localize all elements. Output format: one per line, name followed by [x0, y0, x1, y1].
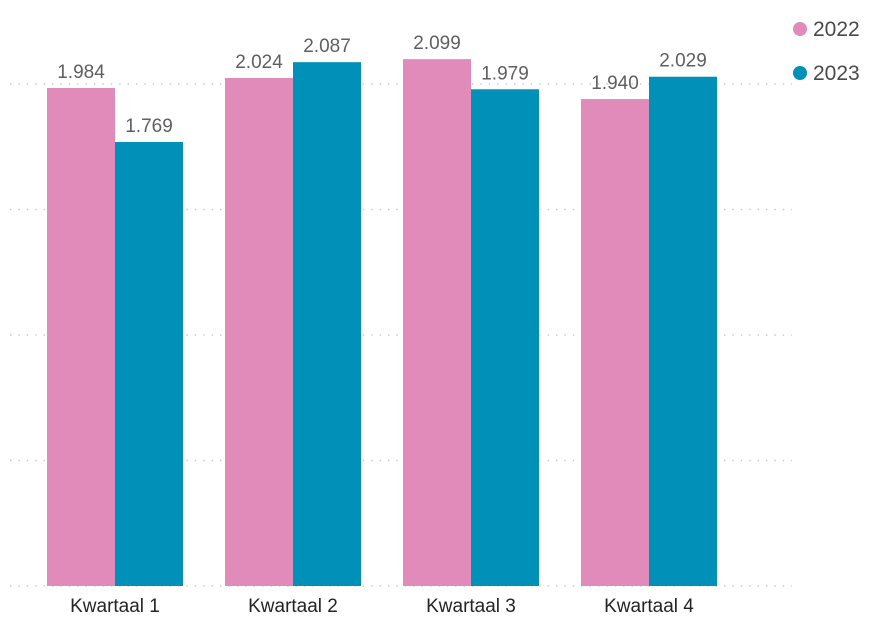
data-label-2023-q3: 1.979 — [481, 63, 529, 84]
bar-2022-q1 — [47, 88, 115, 587]
bar-2023-q3 — [471, 89, 539, 586]
x-tick-label-q2: Kwartaal 2 — [248, 596, 338, 617]
x-axis: Kwartaal 1 Kwartaal 2 Kwartaal 3 Kwartaal 4 — [70, 596, 694, 617]
data-label-2023-q2: 2.087 — [303, 36, 351, 57]
bar-2022-q3 — [403, 59, 471, 586]
legend-marker-2022 — [793, 22, 807, 36]
legend: 2022 2023 — [793, 18, 860, 85]
bar-2023-q4 — [649, 76, 717, 586]
x-tick-label-q4: Kwartaal 4 — [604, 596, 694, 617]
bar-2022-q2 — [225, 77, 293, 586]
data-label-2023-q4: 2.029 — [659, 51, 707, 72]
legend-label-2022: 2022 — [813, 18, 860, 41]
bar-2023-q2 — [293, 62, 361, 586]
data-label-2022-q1: 1.984 — [57, 62, 105, 83]
legend-label-2023: 2023 — [813, 62, 860, 85]
data-label-2022-q2: 2.024 — [235, 52, 283, 73]
bar-2022-q4 — [581, 99, 649, 586]
data-label-2023-q1: 1.769 — [125, 116, 173, 137]
data-label-2022-q4: 1.940 — [591, 73, 639, 94]
legend-marker-2023 — [793, 66, 807, 80]
bar-2023-q1 — [115, 141, 183, 586]
data-label-2022-q3: 2.099 — [413, 33, 461, 54]
x-tick-label-q1: Kwartaal 1 — [70, 596, 160, 617]
x-tick-label-q3: Kwartaal 3 — [426, 596, 516, 617]
bars — [47, 59, 717, 587]
data-labels: 1.984 1.769 2.024 2.087 2.099 1.979 1.940 2.029 — [57, 33, 707, 137]
